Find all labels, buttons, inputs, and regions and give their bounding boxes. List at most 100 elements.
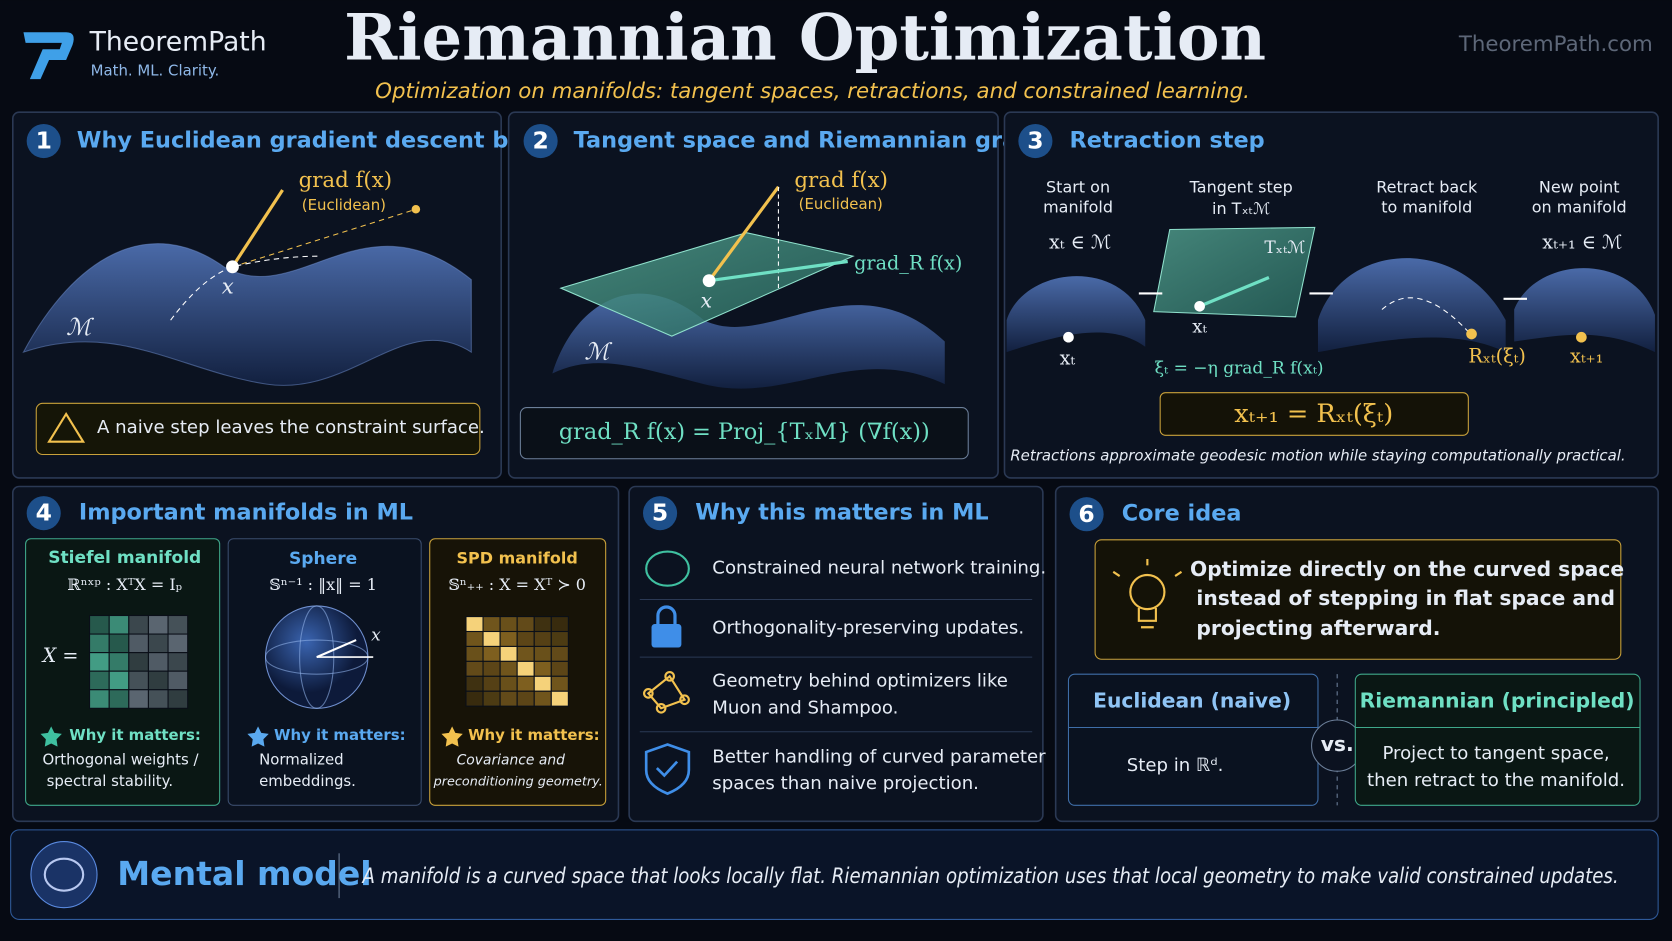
matrix-cell (108, 614, 130, 635)
matrix-cell (550, 630, 569, 647)
panel-title: Why this matters in ML (695, 500, 988, 526)
brand: TheoremPath (89, 26, 267, 57)
panel-number: 4 (36, 499, 52, 527)
matrix-cell (108, 689, 130, 709)
matrix-cell (516, 690, 535, 707)
matrix-cell (89, 670, 110, 691)
matrix-cell (516, 630, 535, 647)
formula-box (1159, 392, 1469, 436)
manifold-piece (1514, 268, 1655, 353)
point (1063, 331, 1074, 343)
matrix-cell (550, 645, 569, 662)
star (40, 726, 62, 747)
matrix-cell (128, 670, 149, 691)
matrix-cell (167, 652, 189, 672)
step-label: New point (1539, 177, 1620, 196)
riem-grad-label: grad_R f(x) (854, 252, 962, 275)
matrix-cell (147, 614, 169, 635)
vector (316, 639, 357, 659)
tagline: Math. ML. Clarity. (91, 62, 220, 80)
matrix-cell (89, 633, 110, 654)
dividers (639, 598, 1033, 733)
matrix-cell (533, 630, 552, 647)
compare-card (1354, 673, 1641, 806)
panel-title: Tangent space and Riemannian gradient (574, 128, 1083, 154)
shield-icon (644, 743, 691, 796)
matrix-cell (550, 675, 569, 692)
panel-title: Core idea (1122, 501, 1242, 527)
grad-label: grad f(x) (299, 168, 392, 193)
number-badge (642, 496, 678, 531)
idea-text: Optimize directly on the curved space (1190, 557, 1624, 581)
panel-number: 1 (36, 127, 52, 155)
why-label: Why it matters: (69, 726, 201, 744)
card-desc: preconditioning geometry. (433, 774, 603, 789)
matrix-cell (128, 652, 149, 672)
point-label: xₜ (1060, 347, 1076, 370)
matrix-cell (89, 689, 110, 709)
brain-badge (30, 841, 98, 909)
matrix-cell (89, 652, 110, 672)
item-text: Geometry behind optimizers like (712, 671, 1008, 692)
manifold-surface (22, 243, 472, 386)
number-badge (26, 496, 61, 531)
panel-4: 4 Important manifolds in ML Stiefel mani… (11, 485, 620, 823)
panel-5: 5 Why this matters in ML Constrained neu… (628, 485, 1046, 823)
step-formula: ξₜ = −η grad_R f(xₜ) (1155, 359, 1324, 379)
retract-path (1381, 297, 1470, 334)
step-label: Start on (1046, 177, 1110, 196)
number-badge (26, 123, 61, 159)
matrix-cell (499, 616, 518, 633)
matrix-cell (147, 652, 169, 672)
panel-title: Retraction step (1070, 128, 1265, 154)
matrix-cell (128, 614, 149, 635)
why-label: Why it matters: (274, 726, 406, 744)
card-title: Sphere (289, 549, 357, 569)
card-formula: 𝕊ⁿ⁻¹ : ‖x‖ = 1 (269, 575, 377, 594)
matrix-cell (482, 616, 501, 633)
step-label: in Tₓₜℳ (1212, 199, 1270, 218)
point (1576, 331, 1587, 343)
naive-step (232, 208, 417, 268)
point (702, 274, 716, 288)
riemannian-arrow (708, 259, 848, 283)
panel-6: 6 Core idea Optimize directly on the cur… (1054, 485, 1659, 823)
matrix-cell (128, 633, 149, 654)
why-label: Why it matters: (468, 726, 600, 744)
matrix-cell (465, 645, 484, 662)
matrix-cell (465, 616, 484, 633)
matrix-cell (516, 660, 535, 677)
point-label: xₜ₊₁ (1570, 344, 1603, 367)
matrix-cell (482, 660, 501, 677)
matrix (89, 614, 189, 709)
panel-number: 5 (652, 499, 668, 527)
matrix-cell (533, 690, 552, 707)
matrix-cell (533, 645, 552, 662)
matrix-cell (167, 633, 189, 654)
footer-label: Mental model (117, 854, 371, 893)
panel-number: 2 (532, 127, 548, 155)
curve (170, 255, 320, 321)
card-desc: Normalized (259, 751, 344, 769)
matrix-cell (533, 660, 552, 677)
vector-label: x (371, 625, 381, 645)
bulb-icon (1112, 559, 1183, 629)
panel-number: 6 (1078, 500, 1094, 528)
formula: grad_R f(x) = Proj_{TₓM} (∇f(x)) (559, 419, 930, 445)
graph-icon (642, 670, 690, 714)
card-formula: 𝕊ⁿ₊₊ : X = Xᵀ ≻ 0 (448, 575, 586, 594)
compare-title: Riemannian (principled) (1360, 688, 1635, 712)
panel-3: 3 Retraction step Start on manifold Tang… (1003, 111, 1659, 479)
matrix-cell (465, 675, 484, 692)
star (441, 726, 463, 747)
matrix-cell (499, 660, 518, 677)
grad-note: (Euclidean) (302, 196, 386, 214)
matrix-label: X = (41, 644, 79, 667)
tangent-plane (1153, 226, 1316, 318)
matrix-cell (167, 614, 189, 635)
site: TheoremPath.com (1458, 32, 1653, 57)
step-label: Retract back (1376, 177, 1478, 196)
idea-text: instead of stepping in flat space and (1196, 586, 1615, 610)
caption: Retractions approximate geodesic motion … (1010, 447, 1625, 465)
matrix-cell (147, 670, 169, 691)
